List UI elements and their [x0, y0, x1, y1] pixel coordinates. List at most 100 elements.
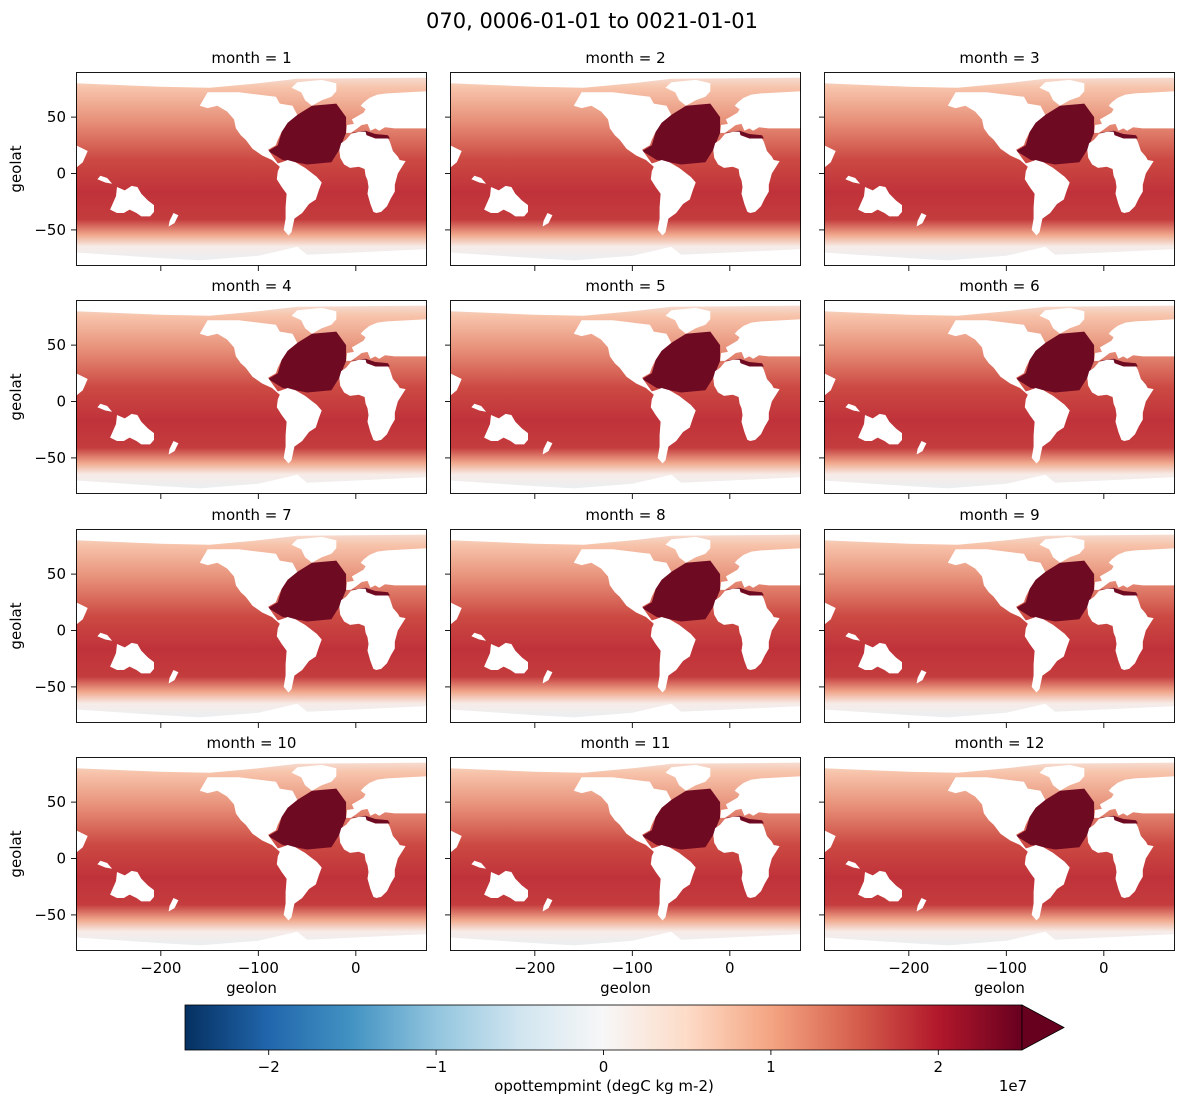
colorbar-tick-label: 1	[766, 1058, 776, 1076]
land-europe	[1094, 548, 1175, 590]
land-seasia	[471, 175, 487, 184]
x-axis-label: geolon	[226, 979, 277, 997]
land-antarctica	[824, 474, 1175, 494]
land-antarctica	[76, 931, 427, 951]
land-asia	[76, 373, 88, 396]
land-greenland	[665, 307, 711, 334]
y-tick-label: −50	[34, 221, 66, 239]
axes-frame	[824, 300, 1175, 494]
y-tick-label: 50	[47, 108, 66, 126]
land-australia	[110, 642, 154, 674]
land-arctic	[76, 300, 427, 316]
colorbar-label: opottempmint (degC kg m-2)	[494, 1077, 714, 1095]
land-greenland	[665, 79, 711, 106]
land-americas	[947, 320, 1070, 464]
panel-month-10: month = 10 −200 −100 0 geolon 50 0 −50 geolat	[7, 734, 427, 997]
y-tick-label: −50	[34, 449, 66, 467]
land-afroeurasia	[713, 816, 780, 898]
land-afroeurasia	[713, 588, 780, 670]
land-asia	[450, 830, 462, 853]
land-seasia	[97, 632, 113, 641]
land-greenland	[665, 536, 711, 563]
panel-title: month = 6	[959, 277, 1039, 295]
land-arctic	[824, 529, 1175, 545]
land-arctic	[450, 757, 801, 773]
x-tick-label: 0	[725, 959, 735, 977]
land-greenland	[1039, 536, 1085, 563]
land-australia	[484, 185, 528, 217]
axes-frame	[76, 529, 427, 723]
land-seasia	[845, 632, 861, 641]
colorbar-offset-label: 1e7	[999, 1077, 1027, 1095]
axes-frame	[450, 757, 801, 951]
land-australia	[484, 642, 528, 674]
land-arctic	[450, 72, 801, 88]
land-greenland	[1039, 79, 1085, 106]
land-seasia	[471, 860, 487, 869]
land-antarctica	[824, 703, 1175, 723]
land-newzealand	[916, 898, 927, 912]
land-asia	[824, 602, 836, 625]
land-asia	[76, 145, 88, 168]
land-newzealand	[542, 441, 553, 455]
land-newzealand	[168, 898, 179, 912]
north-atlantic-warm-region	[642, 788, 721, 850]
land-greenland	[1039, 764, 1085, 791]
land-newzealand	[916, 213, 927, 227]
colorbar-body	[184, 1004, 1023, 1051]
panel-month-6: month = 6	[819, 277, 1175, 499]
north-atlantic-warm-region	[642, 103, 721, 165]
panel-title: month = 11	[581, 734, 671, 752]
panel-title: month = 12	[955, 734, 1045, 752]
land-seasia	[845, 403, 861, 412]
land-australia	[484, 413, 528, 445]
figure-title: 070, 0006-01-01 to 0021-01-01	[426, 9, 758, 33]
panel-title: month = 5	[585, 277, 665, 295]
land-arctic	[76, 72, 427, 88]
panel-title: month = 8	[585, 506, 665, 524]
panel-month-9: month = 9	[819, 506, 1175, 728]
x-axis-label: geolon	[974, 979, 1025, 997]
north-atlantic-warm-region	[642, 331, 721, 393]
x-tick-label: 0	[351, 959, 361, 977]
land-greenland	[665, 764, 711, 791]
x-tick-label: −200	[140, 959, 181, 977]
axes-frame	[824, 757, 1175, 951]
land-antarctica	[824, 931, 1175, 951]
land-seasia	[845, 175, 861, 184]
land-americas	[199, 92, 322, 236]
panel-month-4: month = 4 50 0 −50 geolat	[7, 277, 427, 499]
panel-title: month = 10	[207, 734, 297, 752]
y-axis-label: geolat	[7, 830, 25, 877]
land-newzealand	[168, 213, 179, 227]
panel-month-11: month = 11 −200 −100 0 geolon	[445, 734, 801, 997]
land-antarctica	[450, 246, 801, 266]
land-americas	[573, 320, 696, 464]
north-atlantic-warm-region	[268, 560, 347, 622]
land-arctic	[450, 300, 801, 316]
colorbar-extend-max	[1021, 1004, 1065, 1051]
land-arctic	[824, 300, 1175, 316]
north-atlantic-warm-region	[268, 788, 347, 850]
land-afroeurasia	[339, 588, 406, 670]
land-seasia	[845, 860, 861, 869]
panel-month-8: month = 8	[445, 506, 801, 728]
y-tick-label: 0	[56, 622, 66, 640]
land-afroeurasia	[713, 131, 780, 213]
axes-frame	[450, 300, 801, 494]
north-atlantic-warm-region	[1016, 560, 1095, 622]
land-seasia	[97, 860, 113, 869]
land-europe	[720, 91, 801, 133]
land-afroeurasia	[1087, 816, 1154, 898]
land-americas	[573, 777, 696, 921]
north-atlantic-warm-region	[1016, 103, 1095, 165]
land-americas	[199, 320, 322, 464]
y-tick-label: −50	[34, 906, 66, 924]
panel-month-1: month = 1 50 0 −50 geolat	[7, 49, 427, 271]
land-europe	[720, 548, 801, 590]
land-seasia	[471, 632, 487, 641]
axes-frame	[450, 72, 801, 266]
land-newzealand	[542, 670, 553, 684]
axes-frame	[76, 757, 427, 951]
north-atlantic-warm-region	[642, 560, 721, 622]
